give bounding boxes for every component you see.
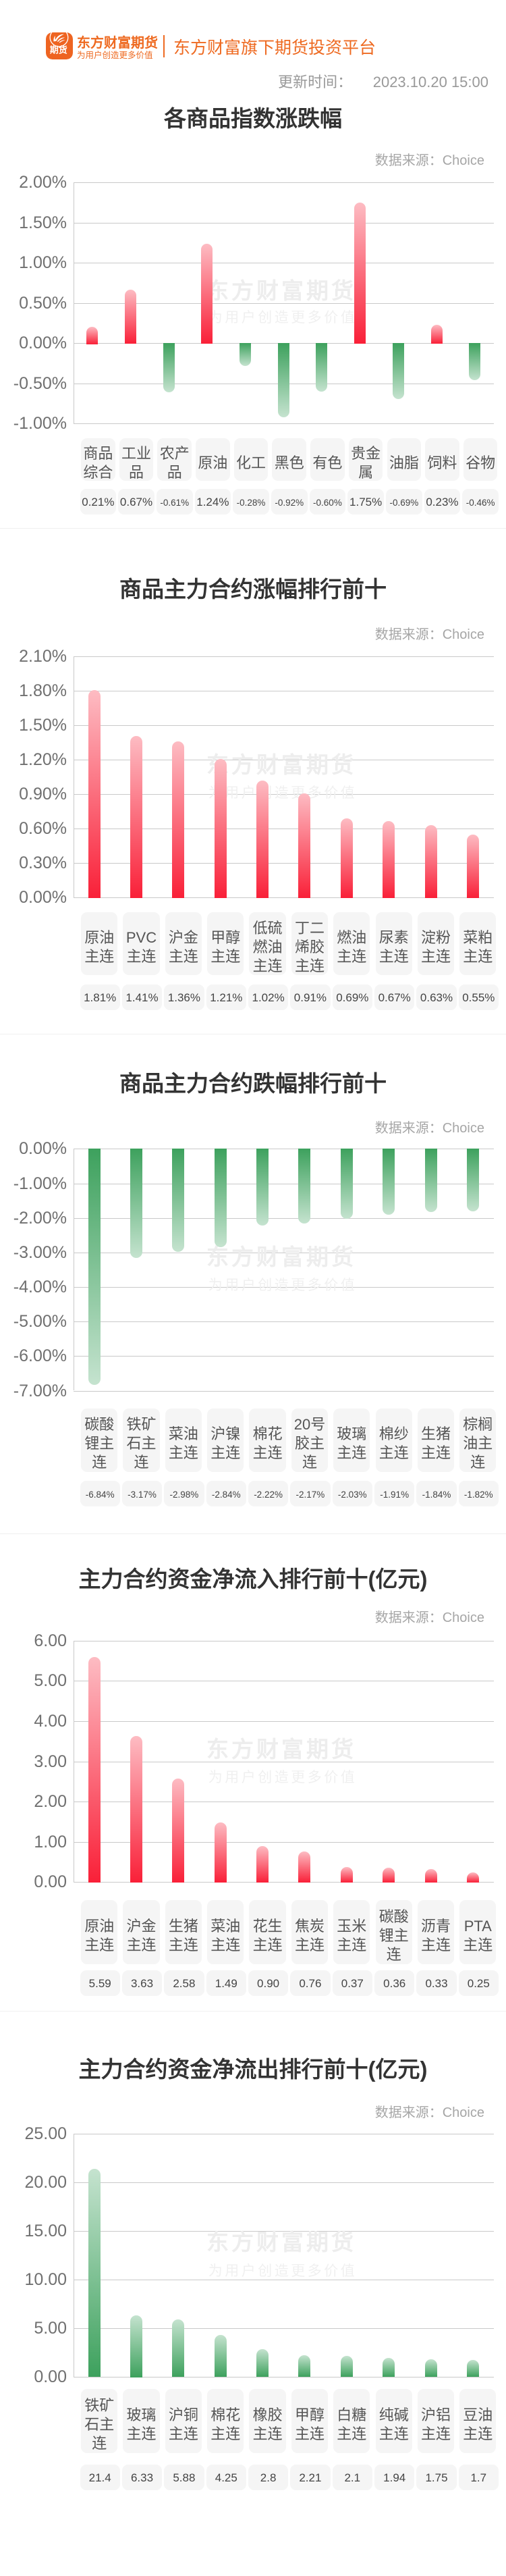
svg-text:期货: 期货 bbox=[50, 45, 67, 55]
